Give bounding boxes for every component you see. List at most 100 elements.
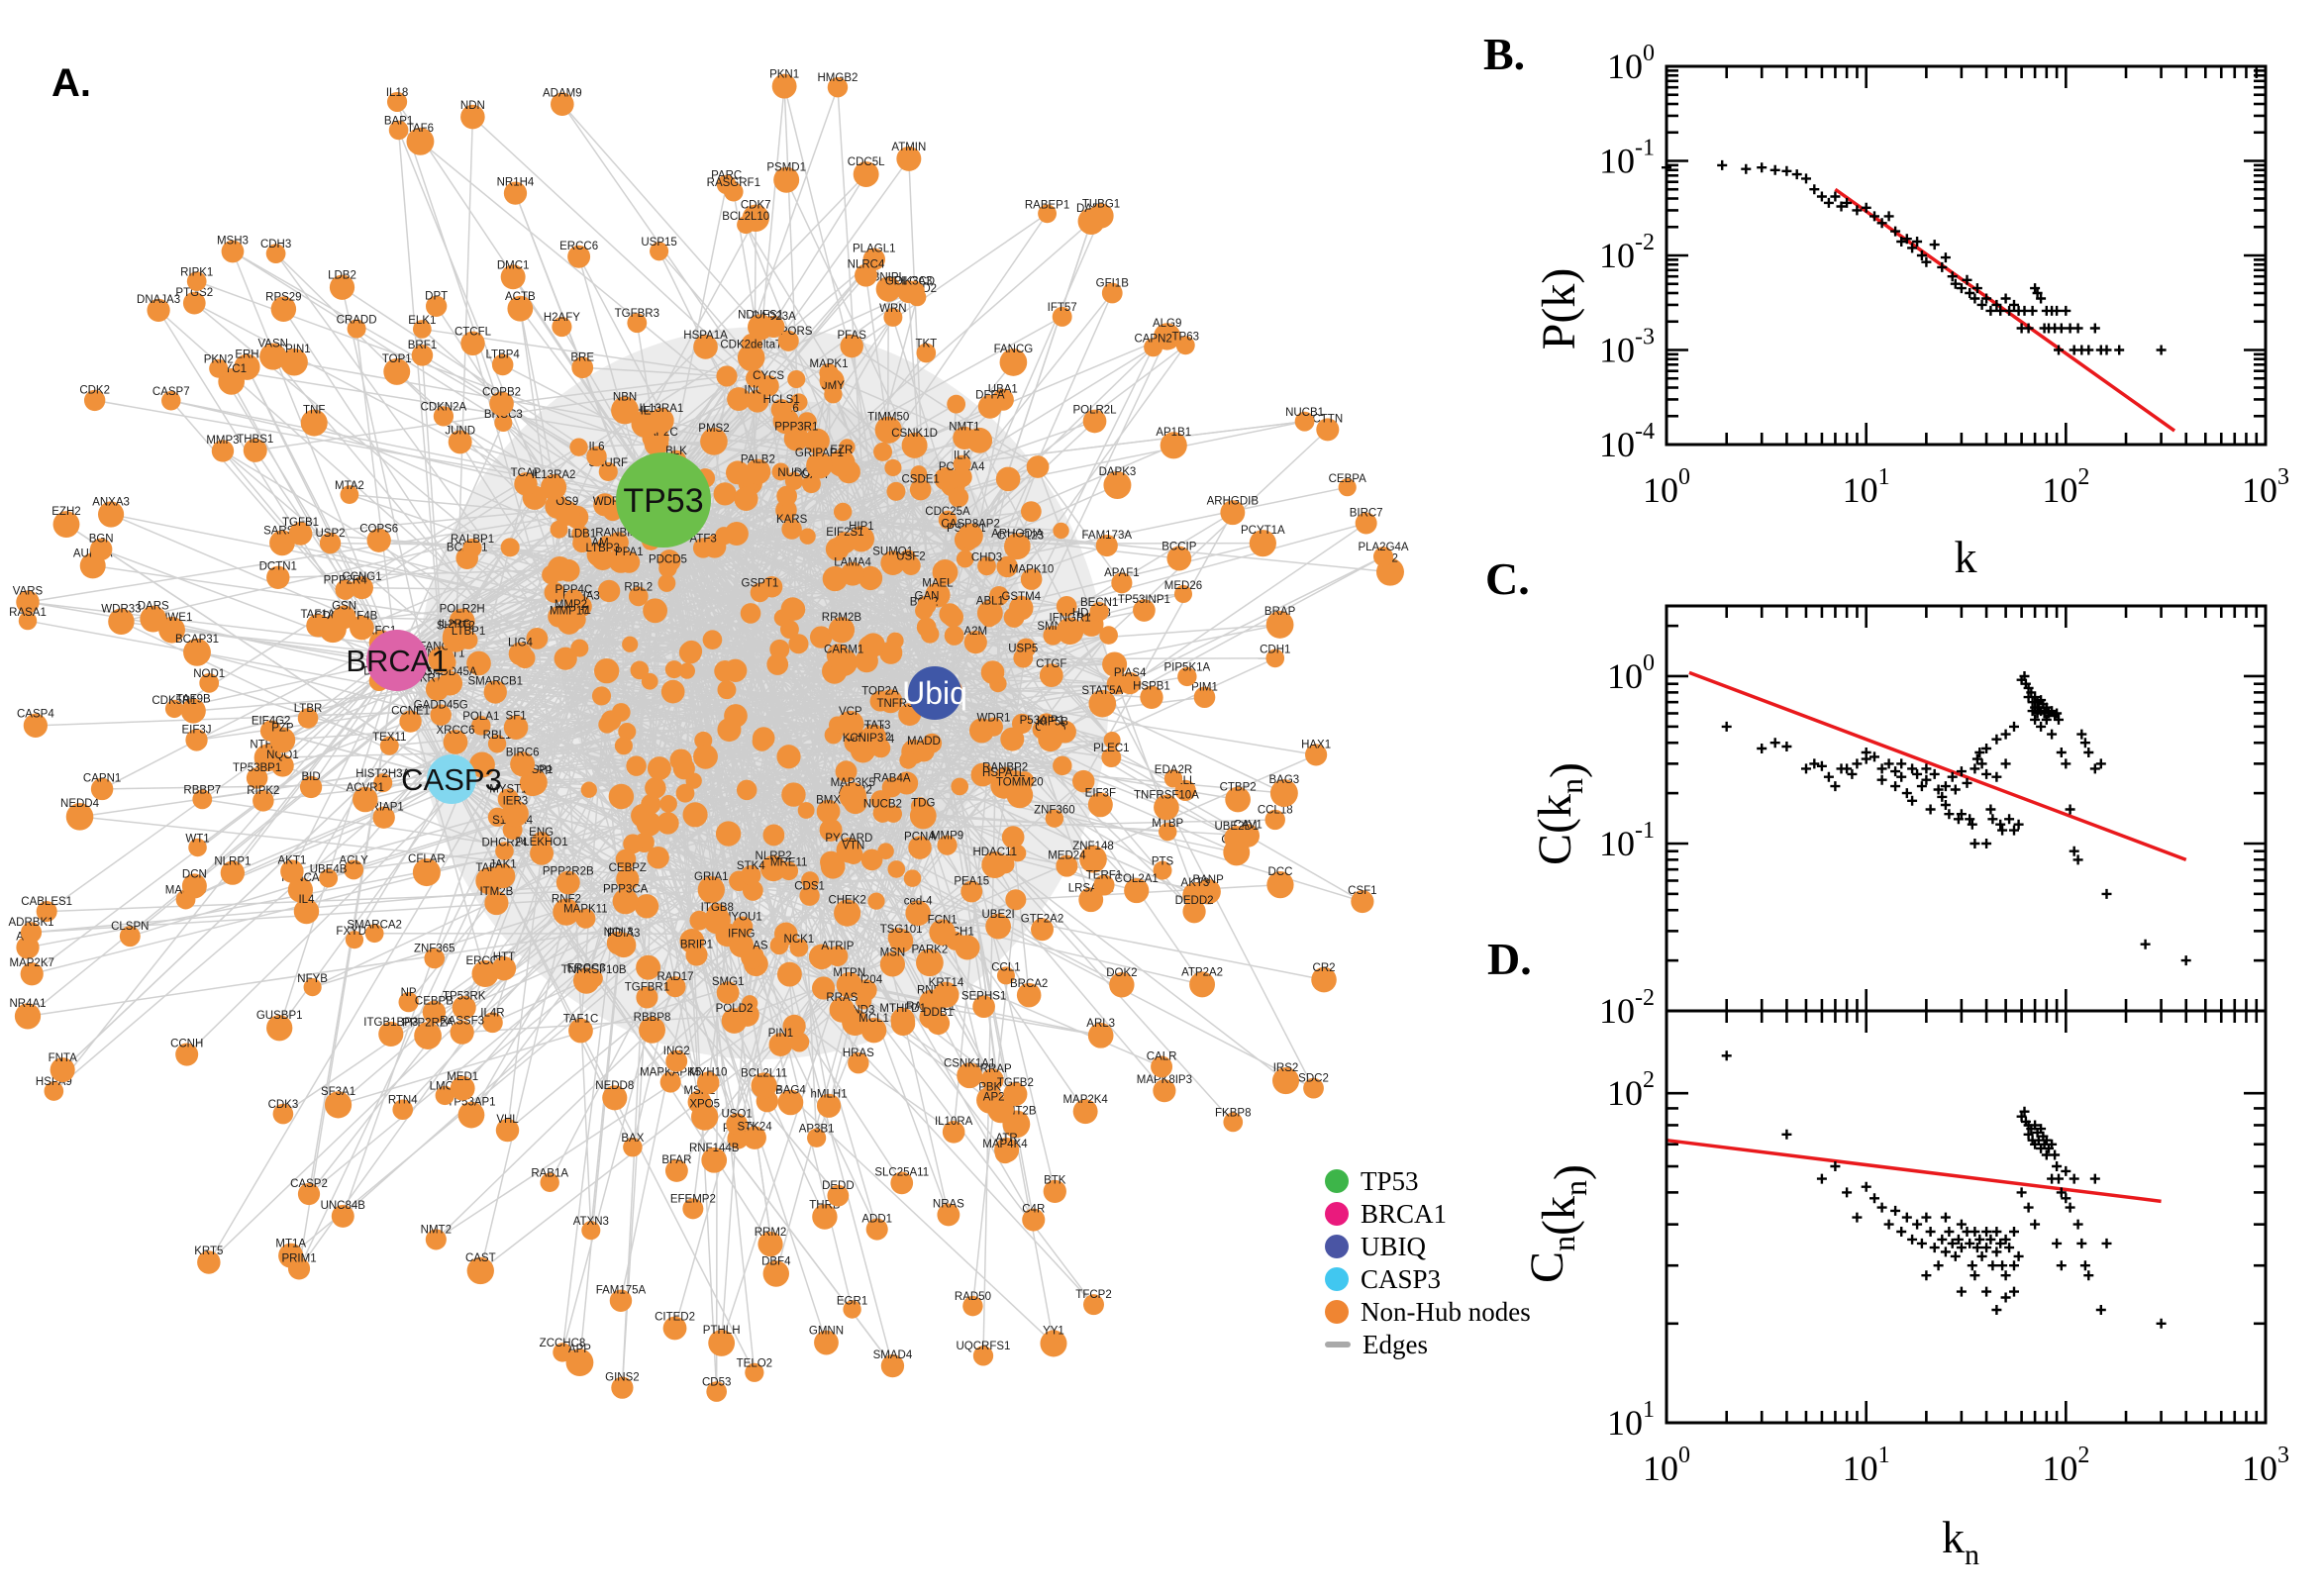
network-node bbox=[422, 1000, 447, 1025]
network-node bbox=[824, 385, 843, 404]
network-node bbox=[977, 394, 1002, 419]
network-node-label: HIST2H3A bbox=[355, 768, 410, 780]
network-node bbox=[572, 533, 592, 553]
network-node bbox=[388, 120, 409, 141]
network-node-label: CLSPN bbox=[111, 921, 149, 933]
network-node bbox=[721, 1008, 748, 1034]
network-node bbox=[265, 244, 286, 263]
network-node bbox=[460, 104, 485, 130]
network-node-label: CYCS bbox=[753, 370, 784, 382]
network-node-label: PSMD1 bbox=[766, 162, 806, 174]
network-node-label: DOK2 bbox=[1106, 967, 1137, 979]
network-node-label: DEDD bbox=[822, 1180, 855, 1192]
network-node-label: hMLH1 bbox=[811, 1089, 848, 1101]
network-node-label: CDK3 bbox=[268, 1099, 299, 1111]
hub-node-casp3 bbox=[427, 754, 476, 804]
network-node bbox=[869, 690, 891, 712]
network-node-label: PTGS2 bbox=[175, 287, 213, 299]
network-node-label: FAM173A bbox=[1082, 530, 1133, 542]
network-node-label: SMARCB1 bbox=[467, 675, 523, 687]
network-node bbox=[836, 971, 862, 998]
network-node-label: BIRC7 bbox=[1350, 507, 1383, 519]
network-node bbox=[303, 978, 322, 997]
network-node bbox=[52, 511, 80, 539]
network-node-label: NFYB bbox=[297, 973, 328, 985]
network-node bbox=[259, 343, 287, 370]
network-node-label: KCNIP3 bbox=[843, 733, 884, 745]
network-node bbox=[700, 428, 728, 455]
network-node-label: EIF2S1 bbox=[826, 527, 863, 539]
network-node bbox=[1182, 900, 1206, 924]
data-points bbox=[1721, 1050, 2167, 1329]
network-node-label: IFT57 bbox=[1048, 302, 1077, 314]
network-node bbox=[270, 296, 297, 322]
network-node bbox=[777, 1089, 804, 1116]
network-node-label: PCNA bbox=[904, 831, 936, 843]
network-node-label: KIF5B bbox=[1037, 717, 1068, 729]
network-node-label: EZR bbox=[830, 445, 853, 456]
network-node-label: MMP17 bbox=[550, 606, 589, 618]
network-node-label: GSN bbox=[332, 600, 356, 612]
network-node-label: CDC25A bbox=[925, 506, 970, 518]
network-node bbox=[746, 389, 769, 413]
network-node-label: TNF bbox=[303, 405, 325, 417]
network-node-label: PLEKHO1 bbox=[516, 837, 568, 848]
network-node-label: WT1 bbox=[185, 834, 209, 846]
panel-c-label: C. bbox=[1485, 553, 1530, 604]
network-node bbox=[913, 740, 935, 762]
network-node bbox=[972, 1346, 994, 1366]
network-node bbox=[875, 276, 902, 302]
network-node bbox=[770, 399, 792, 421]
network-node bbox=[664, 1159, 688, 1182]
network-node-label: RRM2B bbox=[822, 612, 862, 624]
network-node-label: RASA1 bbox=[9, 607, 47, 619]
legend-node-swatch bbox=[1325, 1202, 1349, 1226]
network-node-label: VASN bbox=[257, 339, 287, 350]
network-node-label: RAB4A bbox=[873, 772, 911, 784]
network-node bbox=[1223, 1112, 1244, 1133]
network-node bbox=[1224, 826, 1250, 851]
network-node-label: SPIN1 bbox=[277, 344, 310, 355]
network-node bbox=[1089, 601, 1109, 622]
network-node-label: VTN bbox=[842, 841, 864, 852]
network-node bbox=[460, 331, 485, 356]
network-node bbox=[319, 532, 342, 554]
network-node bbox=[297, 708, 319, 729]
network-node bbox=[860, 1017, 887, 1044]
network-node-label: DCC bbox=[1267, 866, 1292, 878]
network-node bbox=[665, 1049, 688, 1072]
network-node-label: TNFRSF10B bbox=[561, 964, 627, 976]
network-node bbox=[883, 307, 903, 327]
network-node-label: PDIA3 bbox=[607, 928, 640, 940]
network-node-label: DNAJA3 bbox=[137, 294, 180, 306]
network-node bbox=[784, 471, 804, 490]
network-node-label: DDB1 bbox=[923, 1007, 954, 1019]
network-node-label: DCTN1 bbox=[259, 561, 297, 573]
network-node bbox=[1177, 666, 1197, 687]
network-node bbox=[960, 880, 983, 903]
network-node-label: PALB2 bbox=[741, 454, 775, 466]
network-node-label: NOD1 bbox=[193, 668, 225, 680]
network-node bbox=[905, 900, 931, 927]
network-node bbox=[1087, 792, 1113, 818]
network-node bbox=[551, 92, 574, 117]
network-node bbox=[500, 264, 526, 290]
network-node-label: JAK1 bbox=[489, 858, 517, 870]
network-node bbox=[1173, 584, 1193, 604]
network-node bbox=[1160, 432, 1187, 459]
network-node bbox=[299, 775, 323, 799]
network-node-label: USO1 bbox=[721, 1108, 752, 1120]
network-node bbox=[696, 1071, 720, 1094]
network-node-label: CARM1 bbox=[824, 644, 863, 655]
network-node-label: CDK7 bbox=[741, 200, 771, 212]
network-node-label: PMS2 bbox=[698, 423, 729, 435]
legend-item: CASP3 bbox=[1325, 1264, 1531, 1294]
network-node-label: DEDD2 bbox=[1175, 895, 1214, 907]
network-node bbox=[758, 1231, 783, 1257]
panel-d-label: D. bbox=[1487, 934, 1532, 984]
network-node-label: UBA1 bbox=[988, 384, 1018, 396]
network-node-label: BRAP bbox=[1264, 606, 1296, 618]
network-node bbox=[1338, 478, 1357, 497]
network-node-label: CHEK2 bbox=[828, 895, 865, 907]
labeled-nodes: ARL3BANPTAF9BALG9MAGEBCDC14ADHCR24TP53RK… bbox=[9, 69, 1409, 1402]
